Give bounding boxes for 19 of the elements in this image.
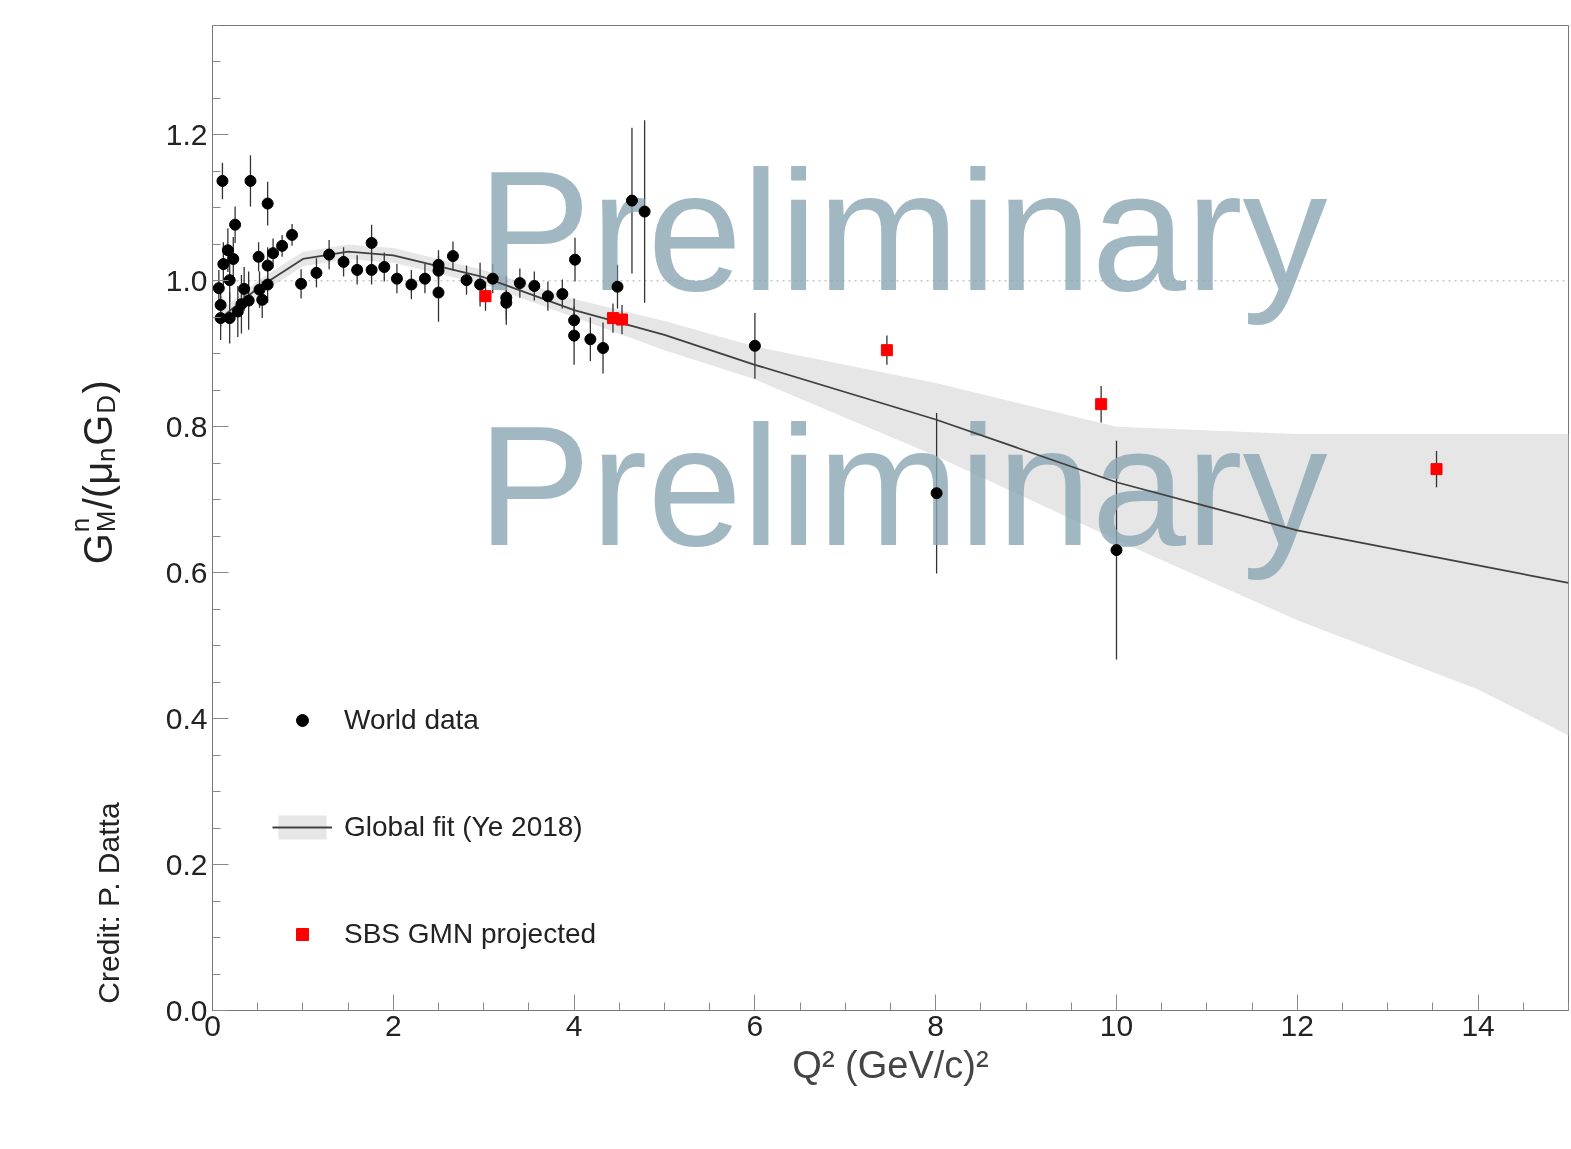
y-tick-label: 1.0 <box>165 263 208 297</box>
legend-label: SBS GMN projected <box>344 918 597 950</box>
legend-label: World data <box>344 704 479 736</box>
x-tick-label: 12 <box>1280 1008 1314 1042</box>
x-tick-label: 10 <box>1099 1008 1134 1042</box>
x-tick-label: 8 <box>927 1008 945 1042</box>
legend-label: Global fit (Ye 2018) <box>344 811 583 843</box>
x-axis-title: Q² (GeV/c)² <box>792 1043 989 1086</box>
x-tick-label: 4 <box>565 1008 583 1042</box>
x-tick-label: 14 <box>1461 1008 1495 1042</box>
y-tick-label: 1.2 <box>165 117 208 151</box>
y-tick-label: 0.8 <box>165 409 208 443</box>
y-tick-label: 0.4 <box>165 701 208 735</box>
y-tick-label: 0.2 <box>165 847 208 881</box>
text: Credit: P. Datta <box>92 802 125 1004</box>
x-tick-label: 6 <box>746 1008 764 1042</box>
x-tick-label: 2 <box>384 1008 402 1042</box>
y-tick-label: 0.6 <box>165 555 208 589</box>
y-axis-title: GnM/(μnGD) <box>64 380 121 565</box>
